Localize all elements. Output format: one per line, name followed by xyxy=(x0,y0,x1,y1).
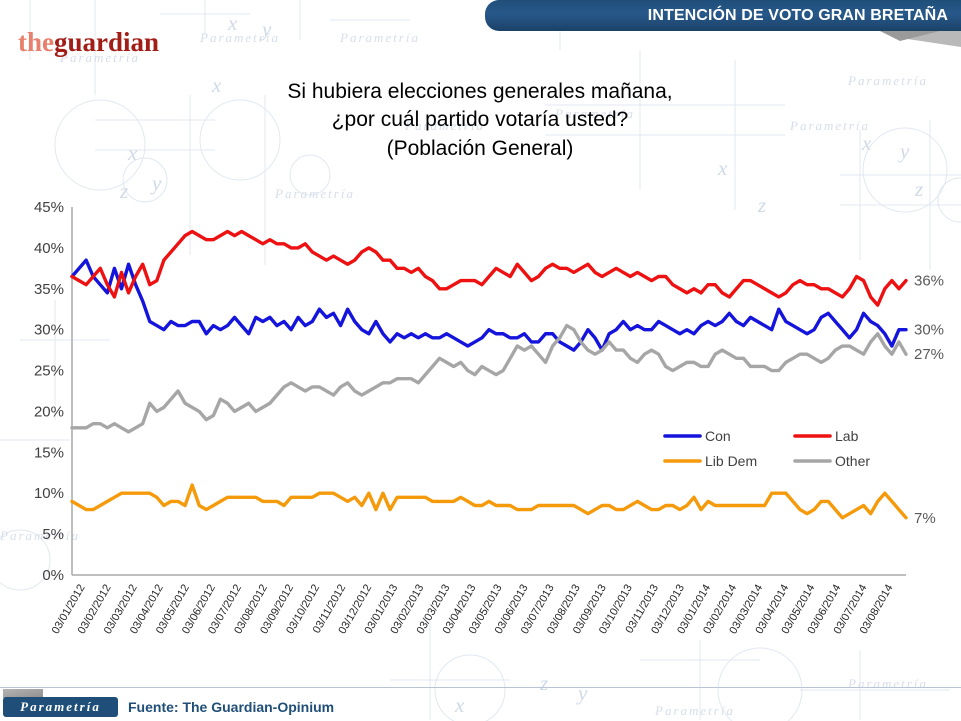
svg-text:Parametría: Parametría xyxy=(199,30,280,45)
svg-text:x: x xyxy=(861,131,872,155)
series-line-lab xyxy=(70,229,908,307)
page-title-line-1: Si hubiera elecciones generales mañana, xyxy=(287,80,673,103)
y-axis-tick: 40% xyxy=(34,240,64,257)
page-title: Si hubiera elecciones generales mañana, … xyxy=(160,78,800,163)
x-axis-tick-labels: 03/01/201203/02/201203/03/201203/04/2012… xyxy=(50,582,896,636)
page-title-line-2: ¿por cuál partido votaría usted? xyxy=(331,108,629,132)
theguardian-logo: theguardian xyxy=(18,29,159,56)
y-axis-tick: 5% xyxy=(42,526,64,543)
logo-guardian: guardian xyxy=(54,27,160,57)
header-banner-fold-icon xyxy=(880,31,961,47)
parametria-badge-label: Parametría xyxy=(20,699,101,714)
y-axis-tick: 25% xyxy=(34,363,64,380)
logo-the: the xyxy=(18,27,54,57)
svg-text:y: y xyxy=(576,681,588,705)
svg-text:Parametría: Parametría xyxy=(339,30,420,45)
series-end-labels: 36% 30% 27% 7% xyxy=(914,273,944,527)
svg-text:Parametría: Parametría xyxy=(847,73,928,88)
parametria-badge: Parametría xyxy=(3,697,118,717)
series-polylines xyxy=(70,229,908,520)
legend-label-lib-dem: Lib Dem xyxy=(705,453,757,469)
legend-label-other: Other xyxy=(835,453,870,469)
chart-legend: Con Lab Lib Dem Other xyxy=(663,428,870,469)
page-title-line-3: (Población General) xyxy=(386,136,574,160)
y-axis-tick: 45% xyxy=(34,199,64,216)
svg-text:Parametría: Parametría xyxy=(789,118,870,133)
header-banner: INTENCIÓN DE VOTO GRAN BRETAÑA xyxy=(485,0,961,31)
svg-text:x: x xyxy=(127,141,138,165)
y-axis-tick: 35% xyxy=(34,281,64,298)
vote-intention-line-chart: 0% 5% 10% 15% 20% 25% 30% 35% 40% 45% 36% 30% 27% 7%… xyxy=(0,185,961,675)
header-banner-title: INTENCIÓN DE VOTO GRAN BRETAÑA xyxy=(647,6,948,24)
svg-text:Parametría: Parametría xyxy=(847,676,928,691)
end-label-lab: 36% xyxy=(914,273,944,290)
y-axis-tick: 10% xyxy=(34,485,64,502)
series-line-con xyxy=(70,258,908,352)
end-label-lib-dem: 7% xyxy=(914,510,936,527)
y-axis-tick: 0% xyxy=(42,567,64,584)
series-line-other xyxy=(70,323,908,434)
y-axis-tick: 30% xyxy=(34,322,64,339)
svg-text:Parametría: Parametría xyxy=(654,703,735,718)
svg-text:x: x xyxy=(454,693,465,717)
y-axis-tick: 15% xyxy=(34,444,64,461)
footer-badge-fold-icon xyxy=(3,689,43,698)
legend-label-lab: Lab xyxy=(835,428,859,444)
y-axis-tick-labels: 0% 5% 10% 15% 20% 25% 30% 35% 40% 45% xyxy=(34,199,64,584)
y-axis-tick: 20% xyxy=(34,403,64,420)
footer-divider xyxy=(0,687,961,688)
legend-label-con: Con xyxy=(705,428,731,444)
axis-lines xyxy=(71,207,906,576)
svg-text:y: y xyxy=(260,17,272,41)
series-line-lib-dem xyxy=(70,483,908,520)
svg-text:x: x xyxy=(227,11,238,35)
end-label-con: 30% xyxy=(914,322,944,339)
end-label-other: 27% xyxy=(914,346,944,363)
svg-text:y: y xyxy=(898,139,910,163)
footer-source-text: Fuente: The Guardian-Opinium xyxy=(128,699,335,715)
